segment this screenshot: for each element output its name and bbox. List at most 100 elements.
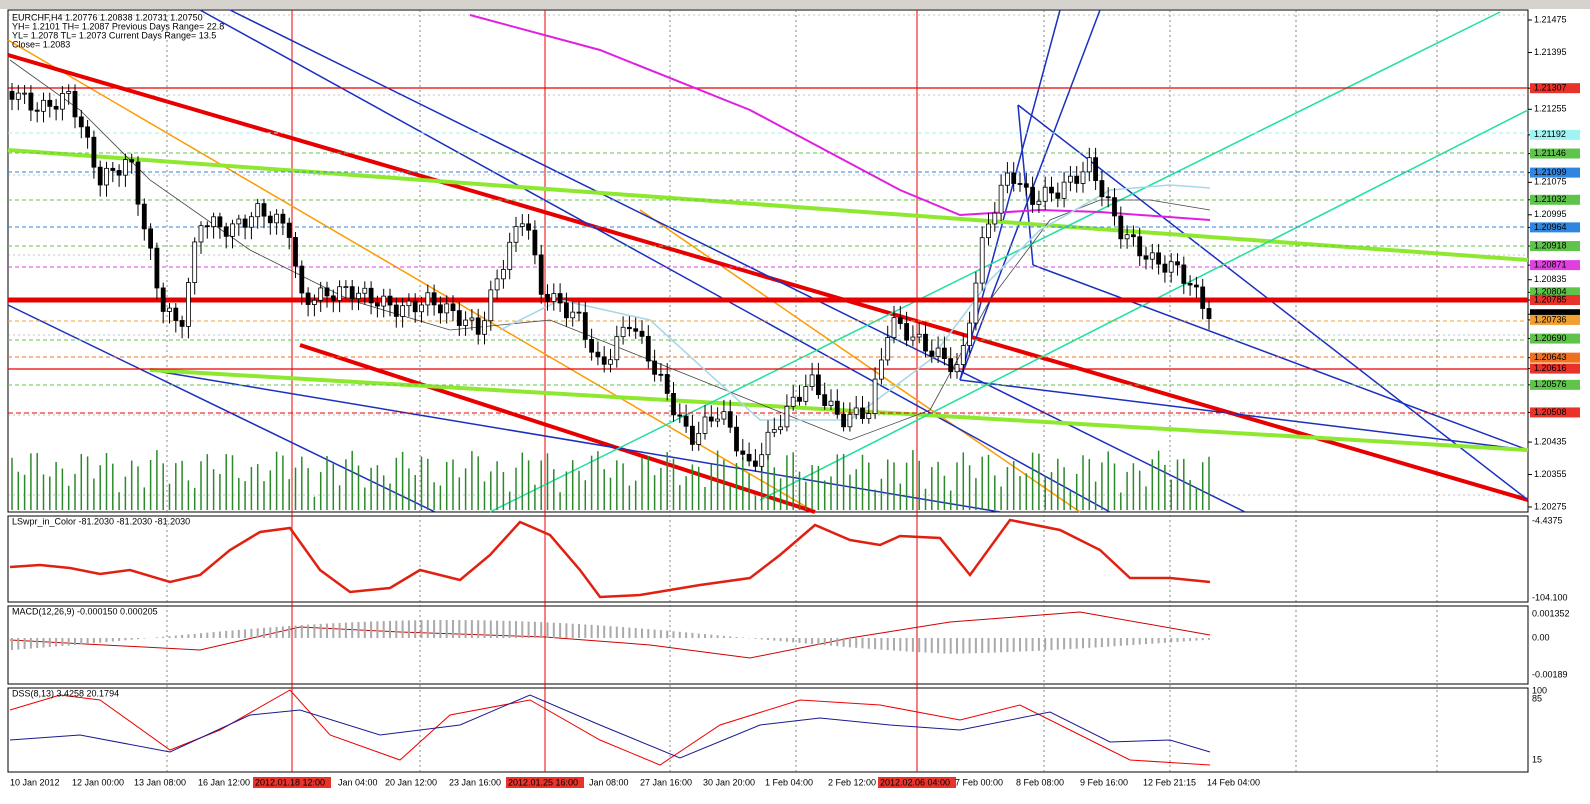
- candle-body: [960, 345, 966, 365]
- candle-body: [721, 411, 727, 420]
- candle-body: [47, 99, 53, 107]
- candle-body: [368, 287, 374, 304]
- panel-label: 0.00: [1532, 632, 1550, 642]
- candle-body: [22, 92, 28, 95]
- candle-body: [1068, 175, 1073, 183]
- price-label: 1.21255: [1534, 104, 1567, 114]
- candle-body: [519, 223, 525, 227]
- price-box: [1530, 167, 1580, 178]
- candle-body: [633, 328, 639, 332]
- candle-body: [771, 429, 777, 433]
- wpr-frame: [7, 515, 1529, 603]
- candle-body: [248, 216, 254, 228]
- candle-body: [261, 203, 267, 217]
- indicator-lines: [9, 518, 1211, 766]
- price-label: 1.20690: [1534, 333, 1567, 343]
- candle-body: [494, 278, 500, 291]
- candle-body: [456, 310, 462, 326]
- candle-body: [97, 166, 103, 186]
- candle-body: [576, 311, 582, 314]
- candle-body: [1156, 252, 1161, 265]
- candle-body: [564, 302, 569, 319]
- price-box: [1530, 241, 1580, 252]
- candle-body: [1049, 186, 1054, 194]
- candle-body: [967, 322, 972, 346]
- candle-body: [545, 293, 550, 302]
- time-box: [878, 777, 956, 788]
- candle-body: [1175, 261, 1180, 266]
- candle-body: [916, 333, 922, 338]
- toolbar[interactable]: [0, 0, 1590, 9]
- candle-body: [1042, 186, 1048, 202]
- candle-body: [1005, 172, 1010, 186]
- price-label: 1.20275: [1534, 501, 1567, 511]
- candle-body: [135, 161, 141, 205]
- candle-body: [942, 347, 947, 359]
- candle-body: [223, 226, 229, 237]
- grid: [8, 10, 1528, 772]
- candle-body: [28, 92, 34, 111]
- candle-body: [992, 212, 998, 225]
- candle-body: [683, 415, 689, 427]
- candle-body: [444, 303, 450, 314]
- candle-body: [973, 282, 979, 324]
- candle-body: [469, 317, 475, 321]
- candle-body: [387, 295, 393, 306]
- candle-body: [1162, 263, 1168, 273]
- candle-body: [500, 269, 506, 280]
- candle-body: [104, 167, 109, 186]
- panel-label: -0.00189: [1532, 669, 1568, 679]
- candle-body: [475, 317, 481, 335]
- price-box: [1530, 352, 1580, 363]
- time-label: 16 Jan 12:00: [198, 777, 250, 787]
- candle-body: [910, 336, 916, 341]
- price-box: [1530, 287, 1580, 298]
- candle-body: [173, 307, 179, 321]
- macd-frame: [7, 605, 1529, 685]
- candle-body: [620, 326, 626, 338]
- header-text: EURCHF,H4 1.20776 1.20838 1.20731 1.2075…: [12, 12, 203, 22]
- candle-body: [690, 425, 695, 445]
- candle-body: [551, 293, 557, 302]
- time-label: 30 Jan 20:00: [703, 777, 755, 787]
- candle-body: [230, 223, 235, 237]
- price-box: [1530, 260, 1580, 271]
- candle-body: [816, 374, 821, 396]
- candle-body: [60, 93, 65, 110]
- candle-body: [123, 159, 128, 176]
- candle-body: [431, 292, 437, 306]
- candle-body: [374, 302, 380, 307]
- price-label: 1.21307: [1534, 83, 1567, 93]
- candle-body: [507, 241, 513, 270]
- time-box: [253, 777, 331, 788]
- time-label: 23 Jan 16:00: [449, 777, 501, 787]
- candle-body: [853, 407, 859, 415]
- panel-title: LSwpr_in_Color -81.2030 -81.2030 -81.203…: [12, 516, 190, 526]
- candle-body: [15, 92, 21, 100]
- candle-body: [601, 356, 607, 365]
- candle-body: [1074, 175, 1080, 184]
- candle-body: [734, 426, 739, 452]
- candle-body: [1118, 215, 1124, 240]
- candle-body: [72, 91, 78, 118]
- time-label: 27 Jan 16:00: [640, 777, 692, 787]
- candle-body: [759, 454, 765, 467]
- price-label: 1.20576: [1534, 379, 1567, 389]
- candle-body: [608, 359, 613, 365]
- candle-body: [1011, 172, 1017, 184]
- candle-body: [740, 450, 746, 455]
- candle-body: [311, 299, 317, 305]
- candle-body: [589, 338, 594, 353]
- candle-body: [765, 431, 771, 456]
- price-label: 1.20643: [1534, 352, 1567, 362]
- candle-body: [715, 418, 720, 422]
- candle-body: [337, 286, 343, 301]
- price-box: [1530, 129, 1580, 140]
- price-label: 1.20435: [1534, 436, 1567, 446]
- candle-body: [513, 226, 519, 243]
- candle-body: [154, 247, 160, 289]
- candle-body: [425, 292, 431, 306]
- candle-body: [85, 126, 90, 138]
- main-chart-frame: [7, 9, 1529, 513]
- time-label: 20 Jan 12:00: [385, 777, 437, 787]
